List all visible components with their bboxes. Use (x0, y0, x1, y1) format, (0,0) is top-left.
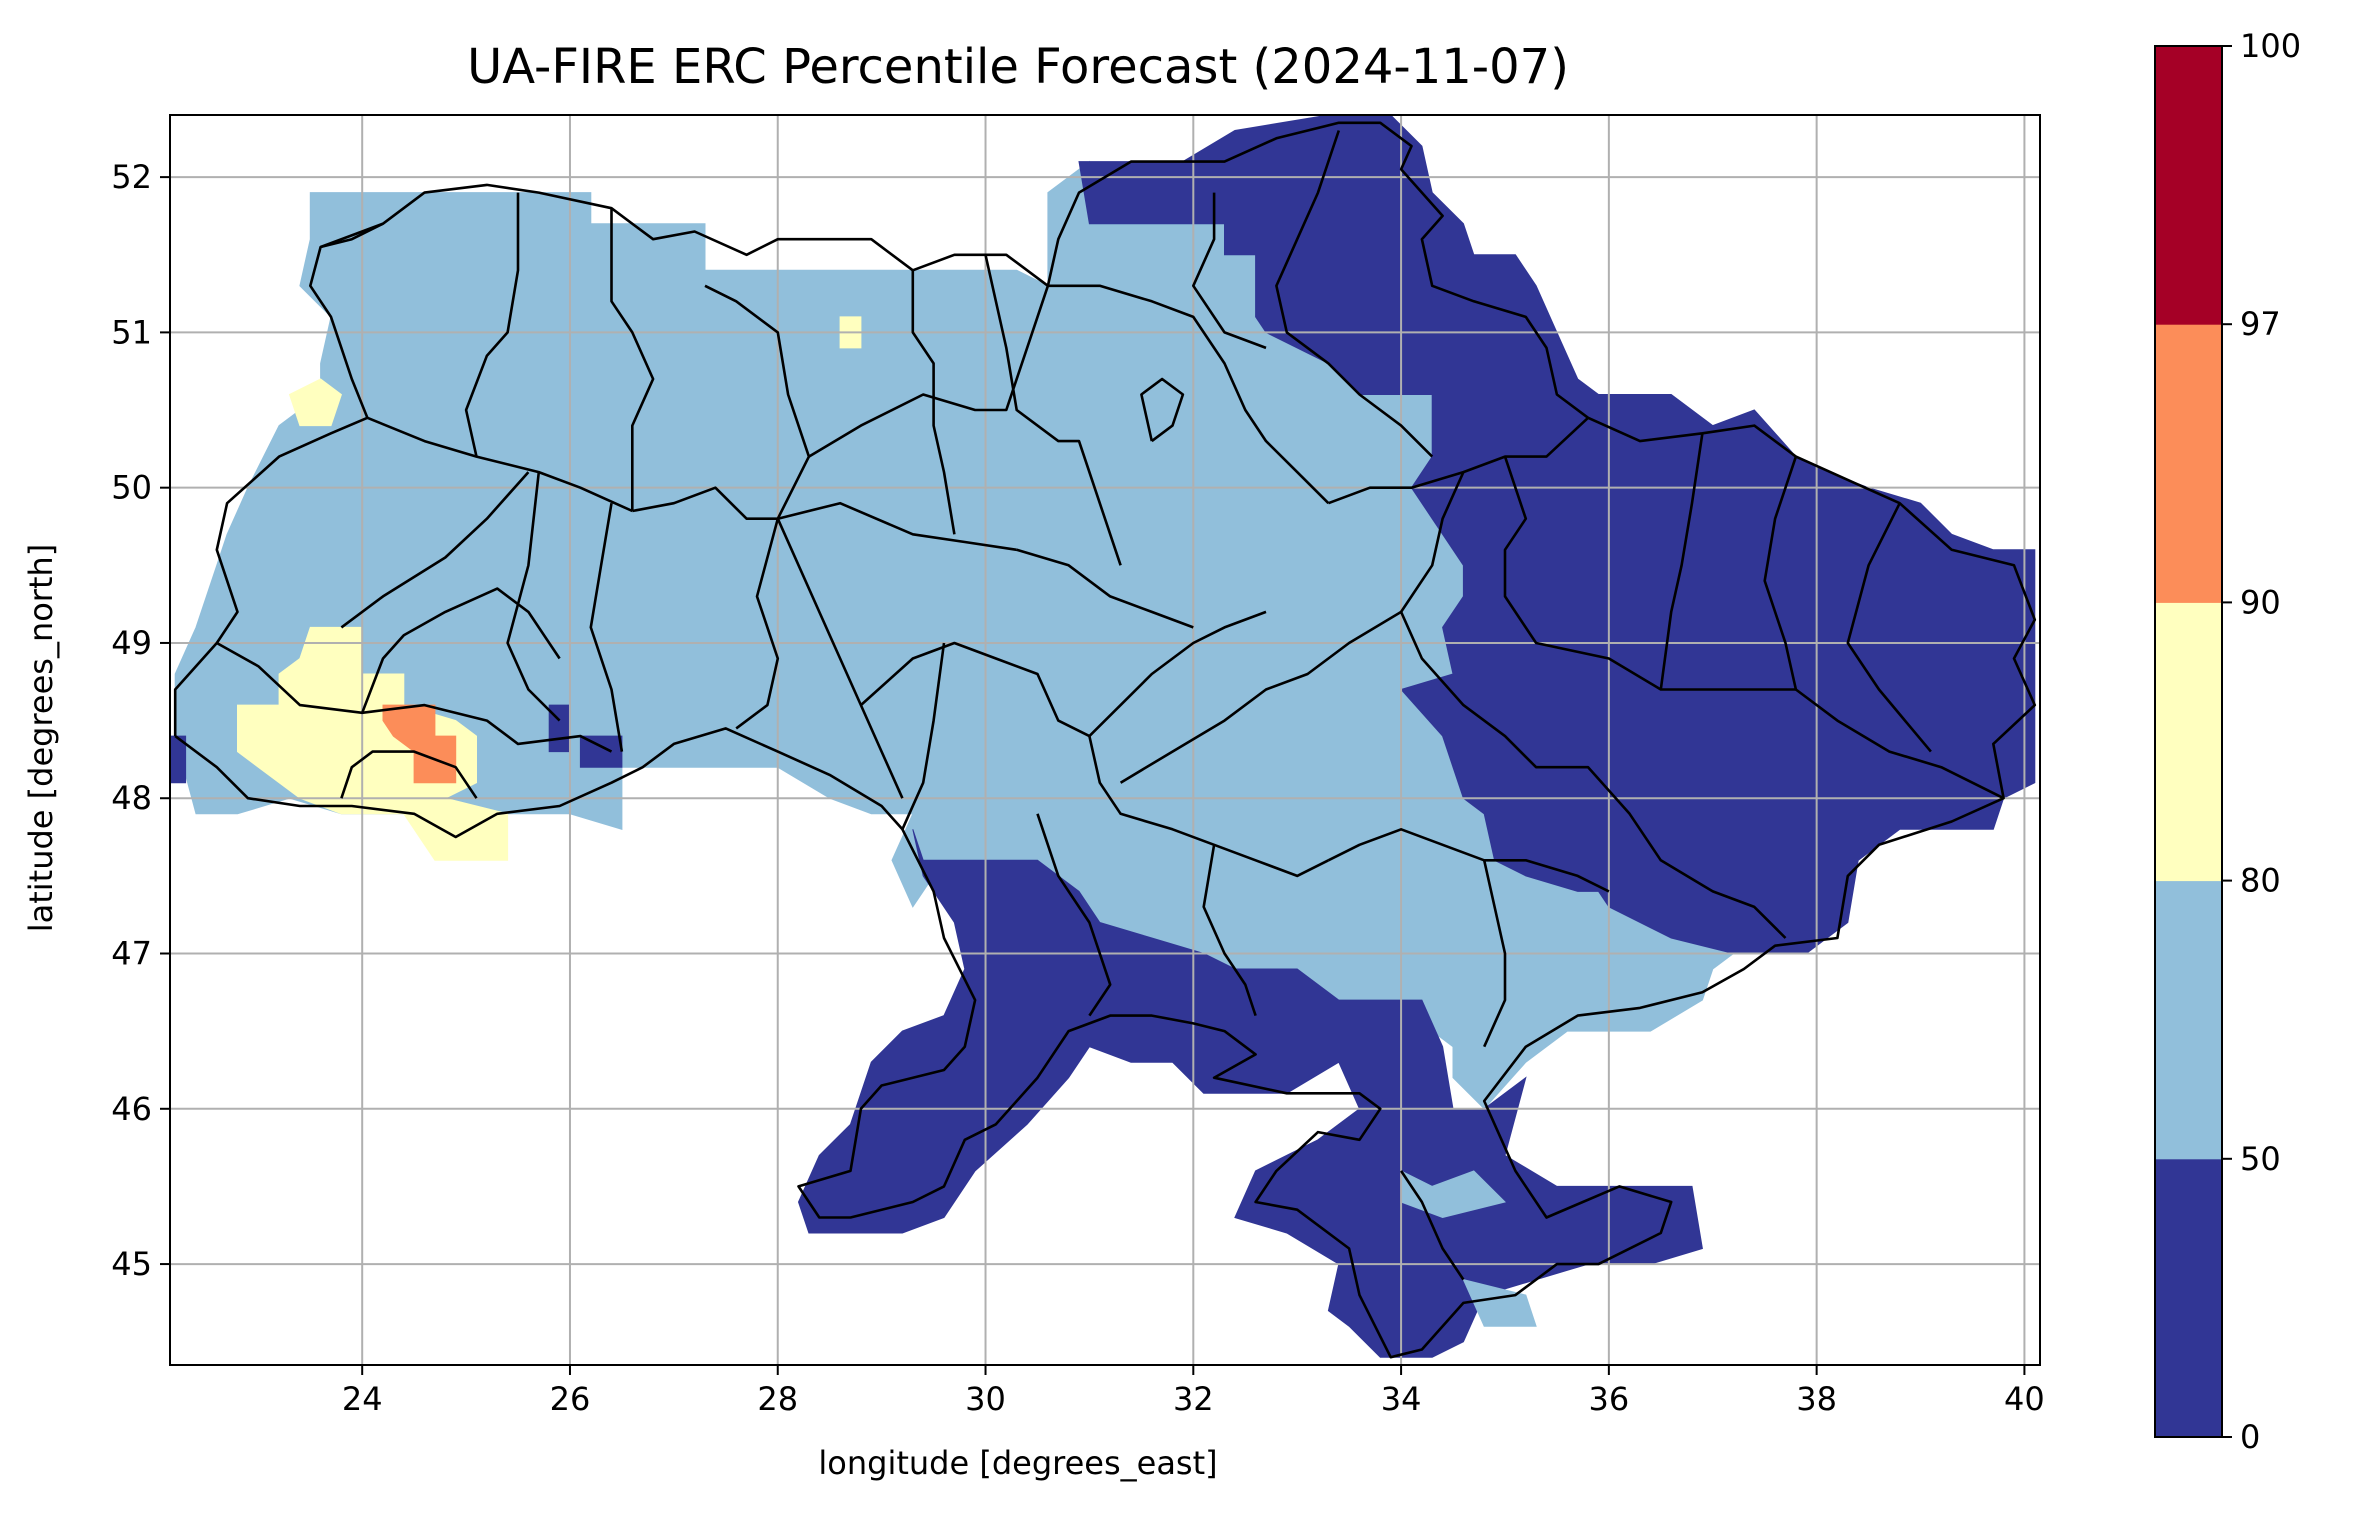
colorbar-segment (2155, 880, 2222, 1160)
border-line (506, 471, 561, 722)
x-tick-label: 38 (1796, 1380, 1837, 1418)
x-tick-label: 34 (1381, 1380, 1422, 1418)
border-line (320, 222, 384, 249)
x-tick-label: 40 (2004, 1380, 2045, 1418)
border-line (1036, 813, 1112, 1017)
y-tick-label: 47 (111, 935, 152, 973)
x-tick-label: 28 (757, 1380, 798, 1418)
y-tick-label: 51 (111, 313, 152, 351)
border-line (1399, 611, 1787, 939)
border-line (1192, 192, 1267, 350)
border-line (808, 285, 1050, 458)
x-axis-label: longitude [degrees_east] (818, 1444, 1217, 1482)
percentile-region (382, 704, 457, 784)
x-tick-label: 26 (550, 1380, 591, 1418)
colorbar-tick-label: 80 (2240, 862, 2281, 900)
border-line (1275, 130, 1434, 458)
border-line (366, 416, 633, 513)
y-tick-label: 49 (111, 624, 152, 662)
colorbar-frame (2154, 45, 2223, 1438)
border-line (860, 641, 1090, 738)
percentile-region (1462, 1278, 1537, 1327)
border-line (360, 587, 561, 714)
y-tick-label: 46 (111, 1090, 152, 1128)
border-line (340, 750, 478, 799)
colorbar-segment (2155, 602, 2222, 882)
x-tick-label: 32 (1173, 1380, 1214, 1418)
grid (170, 115, 2040, 1365)
percentile-region (288, 378, 342, 427)
colorbar-tick-label: 0 (2240, 1418, 2260, 1456)
border-line (777, 501, 1017, 552)
colorbar-segment (2155, 46, 2222, 325)
y-tick-label: 52 (111, 158, 152, 196)
chart-title: UA-FIRE ERC Percentile Forecast (2024-11… (467, 39, 1569, 95)
border-line (1047, 284, 1330, 505)
border-line (984, 254, 1122, 566)
x-tick-label: 30 (965, 1380, 1006, 1418)
border-line (1482, 860, 1507, 1048)
y-tick-label: 45 (111, 1245, 152, 1283)
percentile-region (237, 626, 509, 861)
colorbar: 0 50 80 90 97 100 (2154, 27, 2301, 1456)
plot-frame (169, 114, 2041, 1366)
border-line (632, 486, 778, 520)
x-tick-label: 36 (1589, 1380, 1630, 1418)
border-line (1202, 844, 1257, 1017)
border-line (704, 284, 811, 730)
percentile-fill-layer (170, 115, 2036, 1358)
colorbar-segment (2155, 324, 2222, 603)
border-line (173, 121, 2037, 1359)
border-line (901, 642, 946, 830)
border-line (1763, 456, 1798, 690)
border-line (1088, 735, 1329, 878)
border-line (1016, 548, 1194, 629)
y-tick-label: 48 (111, 779, 152, 817)
border-line (911, 270, 956, 535)
border-line (776, 518, 904, 799)
colorbar-tick-label: 90 (2240, 583, 2281, 621)
border-line (1088, 610, 1267, 738)
border-line (340, 471, 530, 629)
colorbar-tick-label: 100 (2240, 27, 2301, 65)
border-line (1140, 377, 1185, 443)
x-tick-label: 24 (342, 1380, 383, 1418)
border-line (1400, 1170, 1465, 1281)
border-line (610, 208, 655, 511)
border-line (1119, 471, 1465, 784)
border-line (589, 502, 624, 752)
border-line (1846, 502, 1932, 753)
y-tick-label: 50 (111, 469, 152, 507)
admin-borders (173, 121, 2037, 1359)
axes: 24 26 28 30 32 34 36 38 40 45 46 47 48 49 50 51 52 (111, 114, 2045, 1418)
border-line (1795, 688, 2005, 800)
plot-area (170, 115, 2040, 1365)
percentile-region (579, 735, 623, 768)
percentile-region (797, 829, 1703, 1358)
border-line (1327, 828, 1610, 893)
colorbar-tick-label: 97 (2240, 305, 2281, 343)
border-line (1503, 456, 1796, 691)
border-line (464, 192, 520, 457)
percentile-region (170, 735, 187, 784)
border-line (216, 641, 613, 753)
y-axis-label: latitude [degrees_north] (22, 544, 60, 933)
border-line (1659, 433, 1704, 690)
colorbar-tick-label: 50 (2240, 1140, 2281, 1178)
colorbar-segment (2155, 1158, 2222, 1438)
